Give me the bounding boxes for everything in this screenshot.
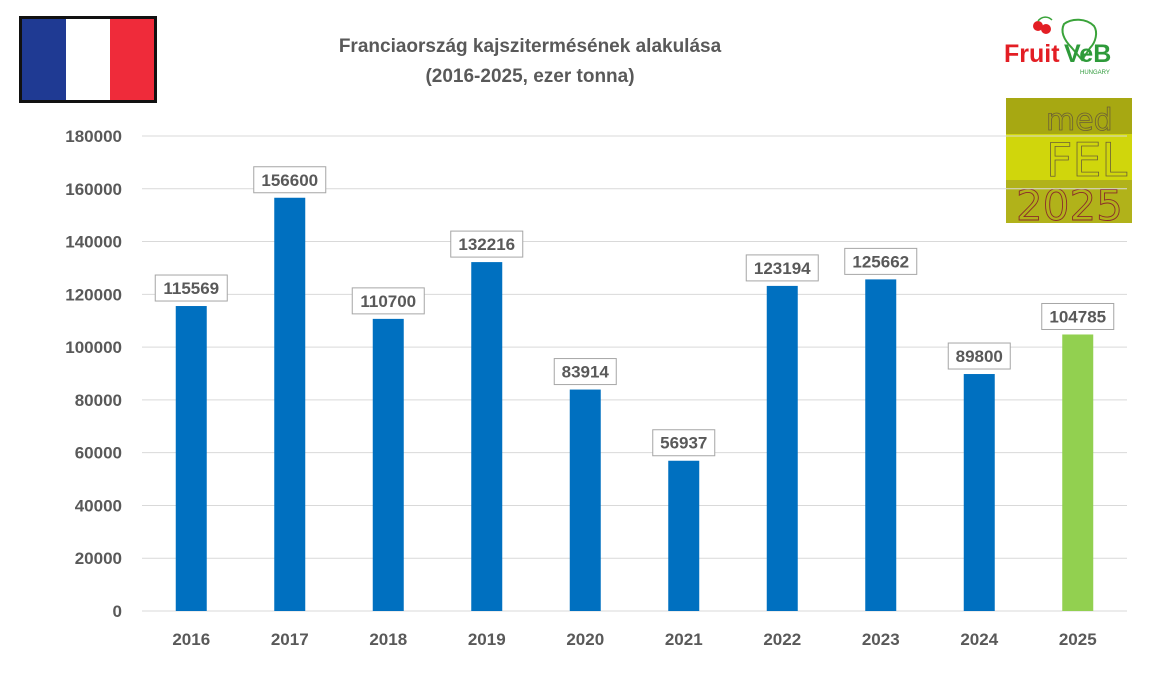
x-tick-label: 2018 [369,630,407,649]
y-tick-label: 40000 [75,496,122,515]
medfel-logo-year: 2025 [1016,181,1123,223]
x-tick-label: 2022 [763,630,801,649]
data-label-text: 125662 [852,252,909,271]
y-axis-tick-labels: 0 20000 40000 60000 80000 100000 120000 140000 1… [65,127,122,621]
medfel-logo-fel: FEL [1046,133,1128,187]
bar-2020 [569,389,601,611]
y-tick-label: 180000 [65,127,122,146]
chart-title-line1: Franciaország kajszitermésének alakulása [338,36,722,57]
y-tick-label: 160000 [65,180,122,199]
x-tick-label: 2020 [566,630,604,649]
bar-2016 [175,306,207,611]
data-label-box [652,429,716,457]
data-label-text: 110700 [360,292,416,311]
bar-2022 [766,285,798,611]
x-tick-label: 2021 [665,630,703,649]
data-label-text: 104785 [1049,307,1106,326]
data-label-box [1041,302,1115,330]
data-label-box [947,342,1011,370]
data-label-text: 89800 [956,347,1003,366]
data-label-text: 83914 [562,363,610,382]
x-tick-label: 2019 [468,630,506,649]
flag-stripe-white [66,19,110,100]
data-label-text: 132216 [458,235,515,254]
bar-2018 [372,318,404,611]
data-label-2019: 132216 [450,230,524,258]
bar-2021 [668,460,700,611]
x-axis-category-labels: 2016 2017 2018 2019 2020 2021 2022 2023 2024 2025 [172,630,1096,649]
data-label-2023: 125662 [844,247,918,275]
y-tick-label: 20000 [75,549,122,568]
medfel-logo: med FEL 2025 [1006,98,1132,223]
fruitveb-logo-sub: HUNGARY [1080,70,1110,76]
data-label-2020: 83914 [553,358,617,386]
data-label-2018: 110700 [351,287,425,315]
data-label-box [844,247,918,275]
x-tick-label: 2024 [960,630,998,649]
bar-2023 [865,279,897,611]
data-label-text: 123194 [754,259,811,278]
data-label-box [253,166,327,194]
fruitveb-logo-text-fruit: Fruit [1004,40,1060,68]
y-tick-label: 80000 [75,391,122,410]
data-label-box [745,254,819,282]
bars [175,197,1094,611]
medfel-logo-med: med [1046,103,1113,138]
data-label-2016: 115569 [154,274,228,302]
fruitveb-logo: Fruit VeB HUNGARY [1004,16,1111,76]
data-label-2025: 104785 [1041,302,1115,330]
data-label-box [351,287,425,315]
data-label-2024: 89800 [947,342,1011,370]
bar-2019 [471,262,503,611]
y-tick-label: 0 [113,602,122,621]
y-tick-label: 60000 [75,444,122,463]
data-label-2021: 56937 [652,429,716,457]
data-label-box [450,230,524,258]
data-label-2017: 156600 [253,166,327,194]
cherry-icon [1033,21,1043,31]
x-tick-label: 2025 [1059,630,1097,649]
data-label-text: 156600 [261,171,318,190]
flag-stripe-blue [22,19,66,100]
y-tick-label: 140000 [65,233,122,252]
data-label-text: 115569 [163,279,219,298]
chart-title: Franciaország kajszitermésének alakulása… [250,32,810,92]
chart-title-line2: (2016-2025, ezer tonna) [425,66,635,87]
fruitveb-logo-text-veb: VeB [1064,40,1111,68]
y-tick-label: 100000 [65,338,122,357]
bar-2025 [1062,334,1094,611]
france-flag [19,16,157,103]
data-label-box [154,274,228,302]
data-labels: 115569 156600 110700 132216 83914 56937 123194… [154,166,1115,457]
bar-2017 [274,197,306,611]
data-label-text: 56937 [660,434,707,453]
gridlines [142,135,1127,612]
x-tick-label: 2017 [271,630,309,649]
x-tick-label: 2016 [172,630,210,649]
data-label-2022: 123194 [745,254,819,282]
x-tick-label: 2023 [862,630,900,649]
data-label-box [553,358,617,386]
bar-2024 [963,374,995,611]
y-tick-label: 120000 [65,285,122,304]
flag-stripe-red [110,19,154,100]
